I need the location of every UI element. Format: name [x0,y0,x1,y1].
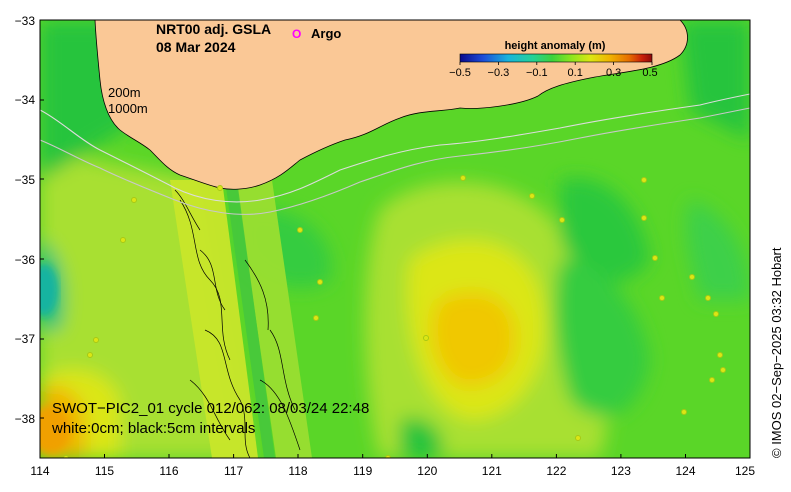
colorbar-gradient [459,53,653,63]
colorbar-tick: −0.5 [449,67,471,79]
depth-label-200m: 200m [108,85,141,100]
imos-credit: © IMOS 02−Sep−2025 03:32 Hobart [769,247,784,458]
x-tick-label: 121 [482,464,502,478]
cyan-eddy [40,264,58,316]
y-axis [40,19,44,419]
y-tick-label: −33 [15,14,36,28]
swot-contour-note: white:0cm; black:5cm intervals [51,420,255,437]
x-tick-label: 120 [417,464,437,478]
colorbar-tick: 0.3 [606,67,621,79]
x-tick-label: 115 [95,464,114,478]
map-plot-area [40,20,750,458]
depth-contour-1000m [40,107,750,215]
colorbar-tick: −0.3 [488,67,510,79]
colorbar-tick: 0.5 [642,67,657,79]
x-axis [39,454,751,458]
swot-swaths [170,180,312,458]
depth-label-1000m: 1000m [108,101,148,116]
australia-landmass [94,20,688,190]
x-tick-label: 118 [288,464,307,478]
swot-pass-label: SWOT−PIC2_01 cycle 012/062: 08/03/24 22:… [52,400,369,417]
map-title-product: NRT00 adj. GSLA [156,21,271,37]
argo-marker-icon: O [292,27,301,41]
map-frame [39,19,751,459]
x-tick-label: 119 [353,464,372,478]
x-tick-label: 124 [675,464,695,478]
observation-markers [63,175,726,458]
colorbar-tick: 0.1 [568,67,583,79]
x-tick-label: 125 [735,464,755,478]
colorbar-title: height anomaly (m) [505,40,606,52]
depth-contour-200m [40,93,750,203]
y-tick-label: −37 [15,332,36,346]
map-title-date: 08 Mar 2024 [156,39,236,55]
y-tick-label: −36 [15,253,36,267]
colorbar: height anomaly (m) −0.5 −0.3 −0.1 0.1 0.… [449,40,658,79]
x-tick-label: 114 [30,464,49,478]
orange-eddy [40,406,70,454]
y-tick-label: −35 [15,173,36,187]
x-tick-label: 123 [611,464,631,478]
x-tick-label: 116 [159,464,178,478]
x-tick-label: 122 [546,464,566,478]
y-tick-label: −38 [15,412,36,426]
x-tick-label: 117 [224,464,243,478]
colorbar-tick: −0.1 [526,67,548,79]
argo-legend-label: Argo [311,26,341,41]
y-tick-label: −34 [15,93,36,107]
